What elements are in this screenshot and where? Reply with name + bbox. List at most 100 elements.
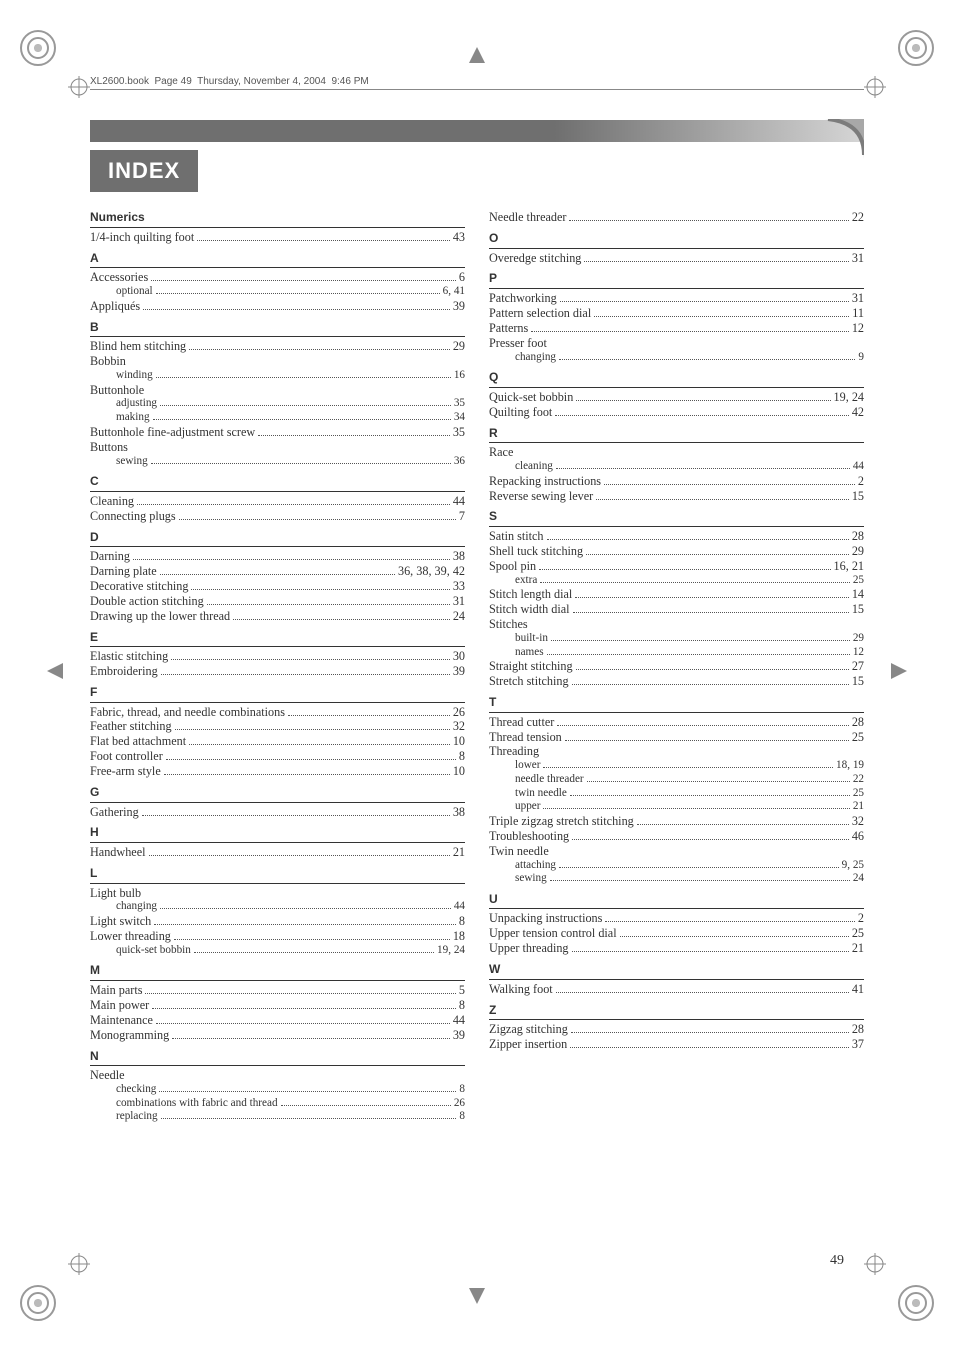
index-entry-label: sewing — [515, 872, 547, 886]
leader-dots — [153, 419, 451, 420]
page-number: 49 — [830, 1253, 844, 1269]
index-entry-page: 26 — [453, 705, 465, 720]
index-entry-label: Straight stitching — [489, 659, 573, 674]
leader-dots — [233, 619, 450, 620]
index-subentry: adjusting35 — [90, 397, 465, 411]
index-entry-label: Decorative stitching — [90, 579, 188, 594]
leader-dots — [207, 604, 450, 605]
index-title: INDEX — [90, 150, 198, 192]
leader-dots — [194, 952, 434, 953]
leader-dots — [605, 921, 855, 922]
leader-dots — [145, 993, 455, 994]
index-entry-page: 22 — [852, 210, 864, 225]
leader-dots — [133, 559, 450, 560]
index-entry-page: 7 — [459, 509, 465, 524]
index-entry: Spool pin16, 21 — [489, 559, 864, 574]
index-entry-label: Darning plate — [90, 564, 157, 579]
index-entry-page: 25 — [852, 730, 864, 745]
index-entry: Elastic stitching30 — [90, 649, 465, 664]
index-entry: Patchworking31 — [489, 291, 864, 306]
index-entry-label: making — [116, 411, 150, 425]
index-entry-label: Race — [489, 445, 513, 460]
leader-dots — [151, 463, 451, 464]
index-entry-label: Foot controller — [90, 749, 163, 764]
index-subentry: changing44 — [90, 900, 465, 914]
leader-dots — [540, 582, 849, 583]
index-entry-page: 12 — [853, 646, 864, 660]
index-entry-label: Spool pin — [489, 559, 536, 574]
index-subentry: cleaning44 — [489, 460, 864, 474]
index-entry-page: 35 — [453, 425, 465, 440]
index-entry-page: 31 — [852, 251, 864, 266]
section-header: R — [489, 426, 864, 444]
leader-dots — [281, 1105, 451, 1106]
section-header: N — [90, 1049, 465, 1067]
index-entry: Straight stitching27 — [489, 659, 864, 674]
index-subentry: attaching9, 25 — [489, 859, 864, 873]
leader-dots — [560, 301, 849, 302]
crop-mark-icon — [68, 76, 90, 98]
index-entry-label: Light bulb — [90, 886, 141, 901]
index-entry: Embroidering39 — [90, 664, 465, 679]
index-entry-label: cleaning — [515, 460, 553, 474]
index-entry: Walking foot41 — [489, 982, 864, 997]
leader-dots — [571, 1032, 849, 1033]
index-entry: Upper threading21 — [489, 941, 864, 956]
index-entry-page: 19, 24 — [437, 944, 465, 958]
leader-dots — [160, 574, 395, 575]
index-subentry: twin needle25 — [489, 787, 864, 801]
index-entry-label: replacing — [116, 1110, 158, 1124]
leader-dots — [156, 377, 451, 378]
index-entry-label: Shell tuck stitching — [489, 544, 583, 559]
leader-dots — [151, 280, 456, 281]
index-entry-label: Upper threading — [489, 941, 569, 956]
registration-mark-icon — [898, 30, 934, 66]
index-entry-label: Accessories — [90, 270, 148, 285]
index-entry-label: Monogramming — [90, 1028, 169, 1043]
index-entry-page: 25 — [853, 787, 864, 801]
leader-dots — [572, 951, 849, 952]
index-entry: Needle threader22 — [489, 210, 864, 225]
index-entry: Handwheel21 — [90, 845, 465, 860]
index-entry-page: 12 — [852, 321, 864, 336]
crop-mark-icon — [864, 1253, 886, 1275]
index-entry: Quilting foot42 — [489, 405, 864, 420]
index-entry: Appliqués39 — [90, 299, 465, 314]
leader-dots — [197, 240, 450, 241]
index-entry-label: Pattern selection dial — [489, 306, 591, 321]
leader-dots — [288, 715, 450, 716]
index-entry-label: Fabric, thread, and needle combinations — [90, 705, 285, 720]
leader-dots — [160, 405, 451, 406]
leader-dots — [586, 554, 849, 555]
index-entry-label: Quick-set bobbin — [489, 390, 573, 405]
leader-dots — [543, 808, 849, 809]
leader-dots — [572, 839, 849, 840]
index-entry: Stitch width dial15 — [489, 602, 864, 617]
index-entry-page: 36, 38, 39, 42 — [398, 564, 465, 579]
leader-dots — [604, 484, 855, 485]
index-entry-page: 16 — [454, 369, 465, 383]
index-entry: Pattern selection dial11 — [489, 306, 864, 321]
index-entry-page: 15 — [852, 674, 864, 689]
index-entry: Lower threading18 — [90, 929, 465, 944]
leader-dots — [149, 855, 450, 856]
leader-dots — [555, 415, 849, 416]
leader-dots — [575, 597, 849, 598]
index-entry-label: Repacking instructions — [489, 474, 601, 489]
index-entry-page: 29 — [453, 339, 465, 354]
index-entry: Thread cutter28 — [489, 715, 864, 730]
index-subentry: quick-set bobbin19, 24 — [90, 944, 465, 958]
leader-dots — [258, 435, 450, 436]
index-entry-label: Connecting plugs — [90, 509, 176, 524]
leader-dots — [172, 1038, 450, 1039]
index-entry-page: 42 — [852, 405, 864, 420]
section-header: Numerics — [90, 210, 465, 228]
leader-dots — [576, 669, 849, 670]
leader-dots — [587, 781, 850, 782]
index-entry-label: Buttons — [90, 440, 128, 455]
index-entry-page: 44 — [453, 494, 465, 509]
index-entry-page: 8 — [459, 749, 465, 764]
index-entry: Cleaning44 — [90, 494, 465, 509]
index-entry: Repacking instructions2 — [489, 474, 864, 489]
index-entry-label: Patterns — [489, 321, 528, 336]
